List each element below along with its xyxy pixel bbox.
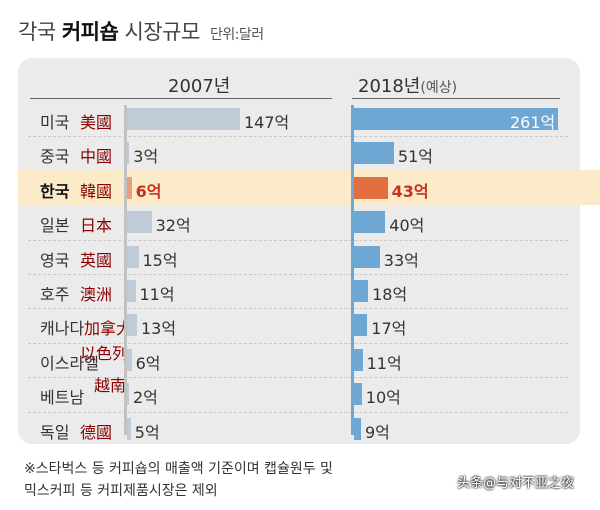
bar-2018 <box>354 108 558 130</box>
country-label: 독일 <box>40 422 70 442</box>
country-label: 중국 <box>40 147 70 167</box>
bar-2018 <box>354 245 380 268</box>
country-label-hanja: 德國 <box>80 422 113 442</box>
bar-2007 <box>127 383 129 406</box>
row-separator <box>28 239 568 241</box>
title-bold: 커피숍 <box>61 20 119 44</box>
bar-2018 <box>354 314 368 337</box>
country-label: 한국 <box>40 181 70 201</box>
header-rule-left <box>30 98 332 99</box>
value-label-2007: 6억 <box>135 353 161 373</box>
country-label-hanja: 以色列 <box>80 343 129 363</box>
column-header-2018-year: 2018년 <box>358 76 421 97</box>
bar-2007 <box>127 314 137 337</box>
column-header-2007: 2007년 <box>168 76 231 97</box>
axis-2007 <box>124 105 127 435</box>
country-label-hanja: 越南 <box>94 376 127 396</box>
bar-2018 <box>354 142 394 165</box>
row-separator <box>28 308 568 310</box>
value-label-2018: 18억 <box>372 285 408 304</box>
country-label-hanja: 英國 <box>80 250 113 270</box>
country-label: 미국 <box>40 113 70 132</box>
country-label-hanja: 韓國 <box>80 181 113 201</box>
value-label-2007: 32억 <box>155 216 191 236</box>
country-label: 캐나다 <box>40 319 85 339</box>
country-label: 베트남 <box>40 388 85 408</box>
bar-2018 <box>354 348 363 371</box>
country-label: 이스라엘 <box>40 353 99 373</box>
bar-2018 <box>354 417 361 440</box>
value-label-2018: 51억 <box>397 147 433 167</box>
column-header-2018-note: (예상) <box>420 80 458 96</box>
value-label-2018: 11억 <box>366 353 402 373</box>
watermark: 头条@与对不亚之夜 <box>456 476 574 491</box>
axis-2018 <box>351 105 354 435</box>
title-prefix: 각국 <box>18 20 56 44</box>
value-label-2018: 17억 <box>371 319 407 339</box>
value-label-2018: 10억 <box>365 388 401 408</box>
country-label-hanja: 加拿大 <box>84 319 133 339</box>
row-separator <box>28 136 568 138</box>
title-rest: 시장규모 <box>124 20 200 44</box>
bar-2007 <box>127 211 152 234</box>
value-label-2007: 147억 <box>244 113 290 132</box>
row-separator <box>28 377 568 379</box>
bar-2007 <box>127 245 139 268</box>
value-label-2018: 261억 <box>510 113 556 132</box>
country-label: 호주 <box>40 285 70 304</box>
column-header-2018: 2018년(예상) <box>358 72 457 98</box>
bar-2007 <box>127 280 136 302</box>
value-label-2007: 13억 <box>141 319 177 339</box>
bar-2007 <box>127 348 132 371</box>
highlight-row <box>18 170 600 205</box>
bar-2018 <box>354 280 369 302</box>
row-separator <box>28 274 568 275</box>
country-label: 영국 <box>40 250 70 270</box>
row-separator <box>28 342 568 344</box>
bar-2018 <box>354 383 362 406</box>
value-label-2018: 43억 <box>391 181 429 201</box>
country-label-hanja: 日本 <box>80 216 113 236</box>
bar-2018 <box>354 211 386 234</box>
value-label-2007: 15억 <box>142 250 178 270</box>
chart-title: 각국 커피숍 시장규모 단위:달러 <box>18 16 264 46</box>
value-label-2018: 40억 <box>389 216 425 236</box>
value-label-2007: 3억 <box>133 147 159 167</box>
value-label-2018: 9억 <box>365 422 390 442</box>
footnote-line-1: ※스타벅스 등 커피숍의 매출액 기준이며 캡슐원두 및 <box>24 461 333 477</box>
country-label-hanja: 美國 <box>80 113 113 132</box>
country-label-hanja: 中國 <box>80 147 113 167</box>
bar-2007 <box>127 142 130 165</box>
value-label-2018: 33억 <box>383 250 419 270</box>
bar-2007 <box>127 176 132 199</box>
value-label-2007: 5억 <box>134 422 160 442</box>
footnote-line-2: 믹스커피 등 커피제품시장은 제외 <box>24 483 218 499</box>
title-unit: 단위:달러 <box>209 27 264 43</box>
country-label-hanja: 澳洲 <box>80 285 113 304</box>
bar-2007 <box>127 108 240 130</box>
value-label-2007: 11억 <box>139 285 175 304</box>
header-rule-right <box>352 98 560 99</box>
bar-2007 <box>127 417 131 440</box>
value-label-2007: 2억 <box>133 388 158 408</box>
bar-2018 <box>354 176 388 199</box>
value-label-2007: 6억 <box>135 181 162 201</box>
row-separator <box>28 411 568 413</box>
country-label: 일본 <box>40 216 70 236</box>
